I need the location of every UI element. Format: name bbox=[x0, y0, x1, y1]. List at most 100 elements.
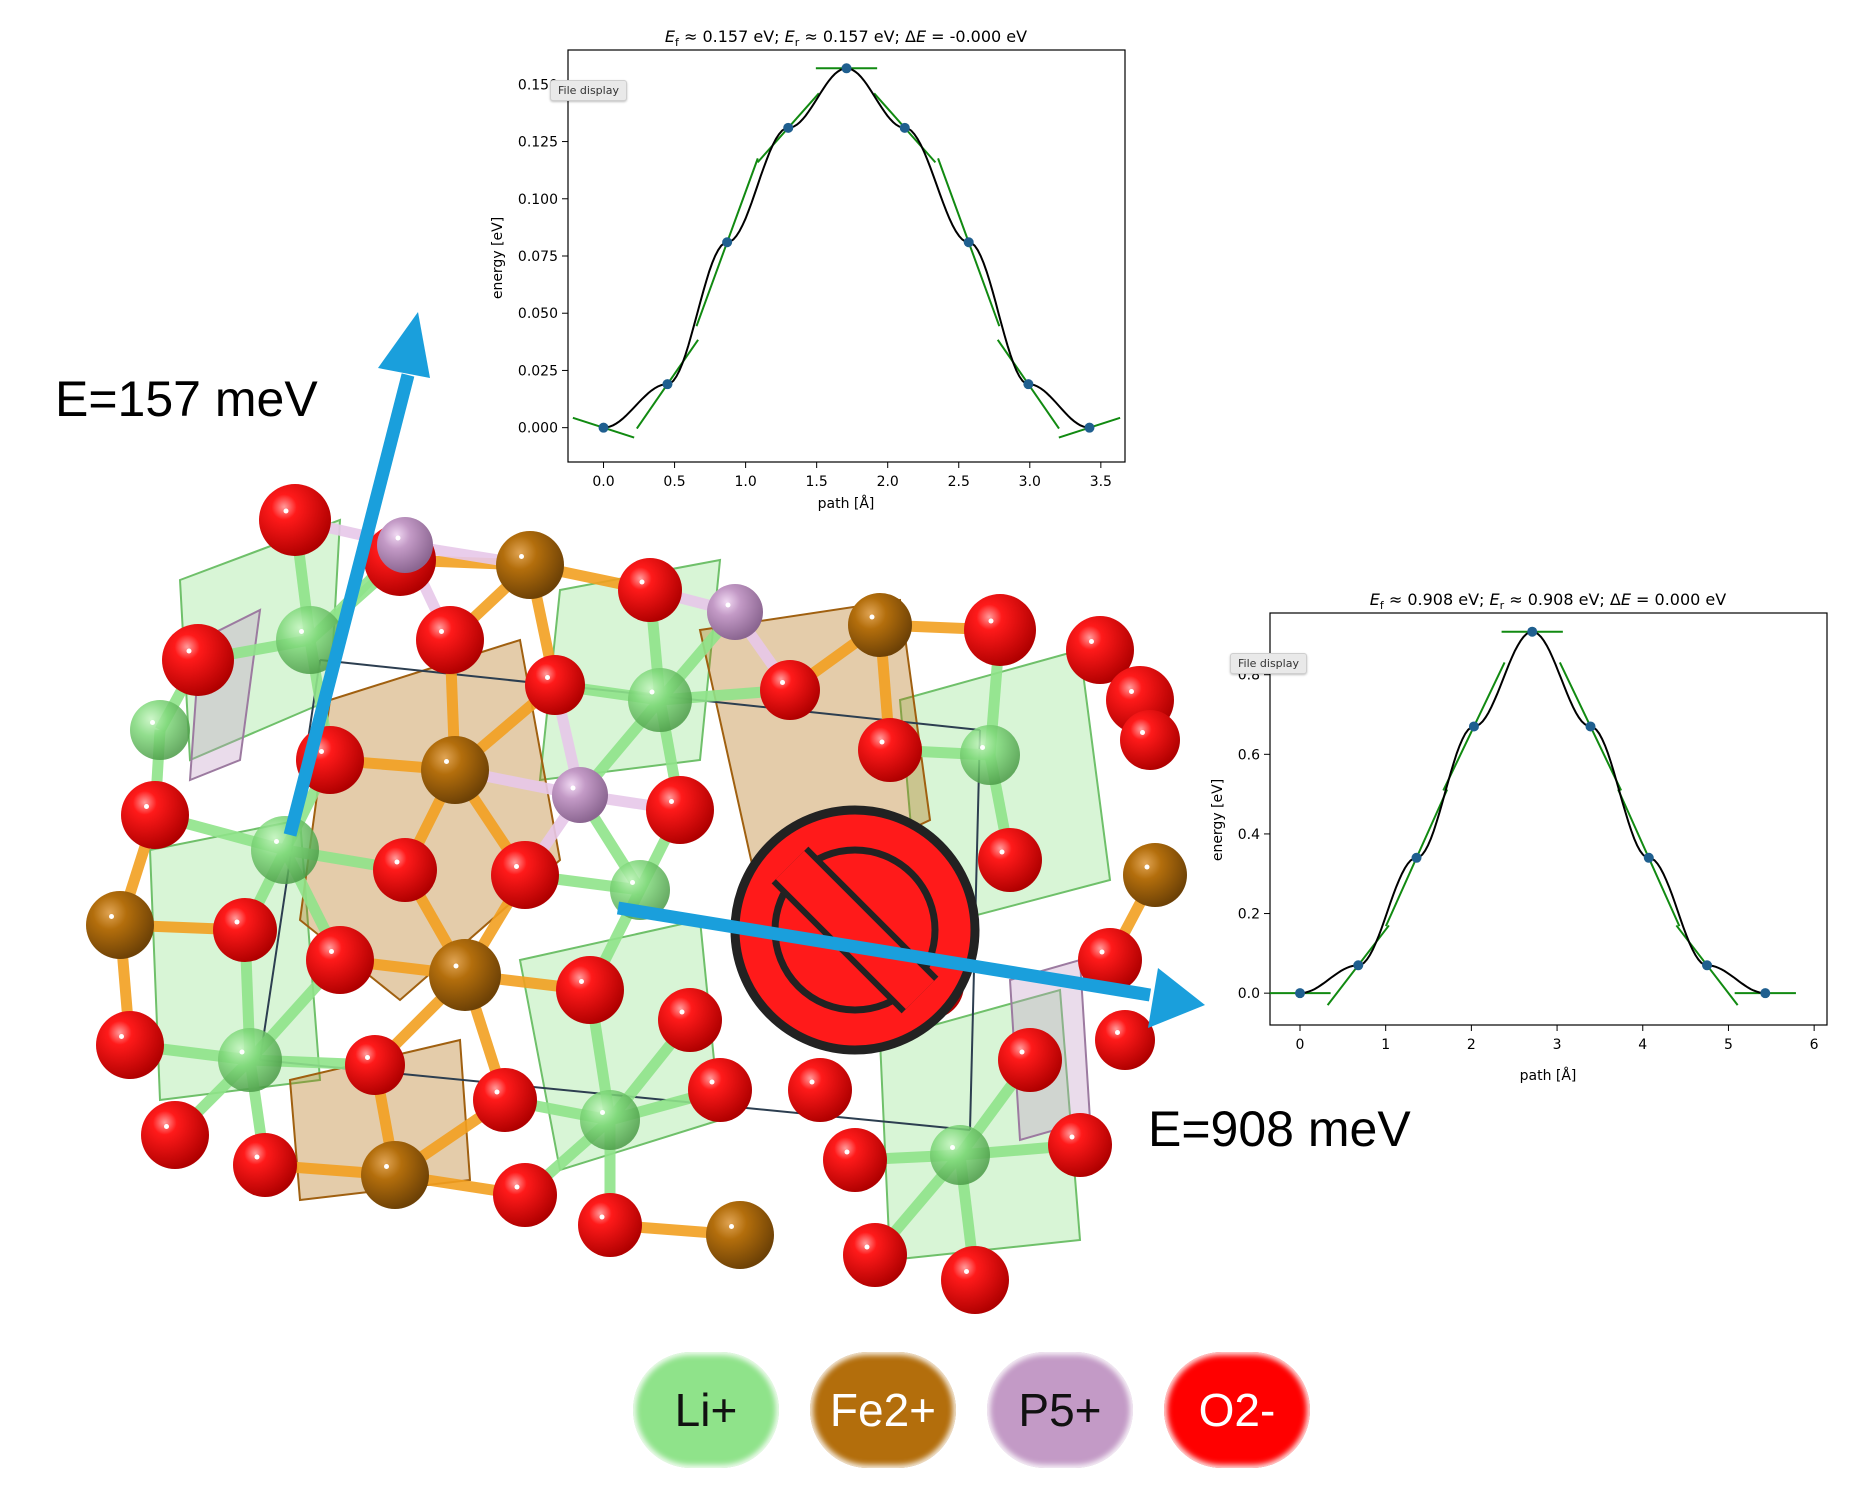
atom-highlight bbox=[864, 1244, 870, 1250]
y-tick-label: 0.050 bbox=[518, 306, 558, 322]
atom-o bbox=[96, 1011, 164, 1079]
data-point bbox=[1643, 852, 1654, 863]
legend-p-label: P5+ bbox=[1018, 1384, 1102, 1436]
prohibited-icon bbox=[730, 805, 980, 1055]
y-tick-label: 0.025 bbox=[518, 363, 558, 379]
atom-highlight bbox=[119, 1034, 124, 1039]
x-tick-label: 0.0 bbox=[592, 474, 614, 490]
data-point bbox=[841, 63, 852, 74]
file-display-tooltip-2[interactable]: File display bbox=[1230, 653, 1307, 674]
atom-li bbox=[930, 1125, 990, 1185]
atom-highlight bbox=[964, 1269, 969, 1274]
atom-o bbox=[416, 606, 484, 674]
atom-highlight bbox=[988, 618, 994, 624]
atom-o bbox=[823, 1128, 887, 1192]
atom-o bbox=[141, 1101, 209, 1169]
atom-o bbox=[658, 988, 722, 1052]
atom-highlight bbox=[239, 1049, 245, 1055]
x-tick-label: 6 bbox=[1810, 1037, 1819, 1053]
atom-o bbox=[760, 660, 820, 720]
atom-highlight bbox=[729, 1224, 734, 1229]
atom-highlight bbox=[234, 919, 240, 925]
atom-highlight bbox=[725, 602, 731, 608]
atom-highlight bbox=[254, 1154, 260, 1160]
atom-o bbox=[941, 1246, 1009, 1314]
atom-highlight bbox=[579, 979, 584, 984]
atom-highlight bbox=[519, 554, 524, 559]
atom-highlight bbox=[394, 859, 400, 865]
atom-highlight bbox=[384, 1164, 389, 1169]
atom-highlight bbox=[274, 839, 279, 844]
atom-o bbox=[788, 1058, 852, 1122]
atom-fe bbox=[706, 1201, 774, 1269]
atom-highlight bbox=[494, 1089, 500, 1095]
atom-o bbox=[646, 776, 714, 844]
atom-highlight bbox=[1099, 949, 1105, 955]
data-point bbox=[1084, 422, 1095, 433]
energy-barrier-chart-1: 0.0 0.5 1.0 1.5 2.0 2.5 3.0 3.5 0.000 0.025 0.050 0… bbox=[490, 27, 1126, 512]
atom-o bbox=[1120, 710, 1180, 770]
atom-highlight bbox=[570, 785, 576, 791]
atom-o bbox=[525, 655, 585, 715]
atom-o bbox=[162, 624, 234, 696]
data-point bbox=[1023, 379, 1034, 390]
atom-highlight bbox=[809, 1079, 815, 1085]
x-tick-label: 0.5 bbox=[663, 474, 685, 490]
atom-highlight bbox=[879, 739, 885, 745]
data-point bbox=[1702, 960, 1713, 971]
x-tick-label: 2 bbox=[1467, 1037, 1476, 1053]
chart-1-title: Ef ≈ 0.157 eV; Er ≈ 0.157 eV; ΔE = -0.00… bbox=[665, 27, 1027, 49]
chart-2-ylabel: energy [eV] bbox=[1210, 779, 1226, 861]
atom-o bbox=[473, 1068, 537, 1132]
legend-li: Li+ bbox=[633, 1352, 779, 1468]
atom-highlight bbox=[950, 1145, 955, 1150]
x-tick-label: 1.5 bbox=[806, 474, 828, 490]
atom-highlight bbox=[1115, 1030, 1120, 1035]
atom-highlight bbox=[444, 759, 449, 764]
atom-o bbox=[1095, 1010, 1155, 1070]
x-tick-label: 3.5 bbox=[1090, 474, 1112, 490]
atom-highlight bbox=[319, 749, 324, 754]
atom-o bbox=[998, 1028, 1062, 1092]
atom-highlight bbox=[514, 864, 519, 869]
atom-p bbox=[707, 584, 763, 640]
atom-o bbox=[618, 558, 682, 622]
atom-highlight bbox=[144, 804, 149, 809]
y-tick-label: 0.2 bbox=[1238, 907, 1260, 923]
atom-highlight bbox=[780, 680, 785, 685]
atom-highlight bbox=[999, 849, 1005, 855]
y-tick-label: 0.0 bbox=[1238, 986, 1260, 1002]
atoms bbox=[86, 484, 1187, 1314]
atom-highlight bbox=[453, 963, 459, 969]
data-point bbox=[899, 122, 910, 133]
data-point bbox=[598, 422, 609, 433]
data-point bbox=[1411, 852, 1422, 863]
atom-li bbox=[276, 606, 344, 674]
data-point bbox=[963, 237, 974, 248]
atom-o bbox=[493, 1163, 557, 1227]
crystal-structure-illustration bbox=[86, 484, 1187, 1314]
atom-fe bbox=[429, 939, 501, 1011]
x-tick-label: 4 bbox=[1638, 1037, 1647, 1053]
atom-highlight bbox=[186, 648, 192, 654]
atom-o bbox=[306, 926, 374, 994]
atom-highlight bbox=[109, 914, 114, 919]
atom-highlight bbox=[639, 579, 645, 585]
x-tick-label: 0 bbox=[1296, 1037, 1305, 1053]
y-tick-label: 0.4 bbox=[1238, 827, 1260, 843]
chart-2-xlabel: path [Å] bbox=[1520, 1067, 1577, 1084]
atom-o bbox=[213, 898, 277, 962]
chart-1-xlabel: path [Å] bbox=[818, 495, 875, 512]
atom-fe bbox=[361, 1141, 429, 1209]
x-tick-label: 2.0 bbox=[877, 474, 899, 490]
y-tick-label: 0.125 bbox=[518, 135, 558, 151]
atom-highlight bbox=[844, 1149, 850, 1155]
x-tick-label: 1.0 bbox=[734, 474, 756, 490]
atom-highlight bbox=[599, 1214, 605, 1220]
atom-highlight bbox=[669, 799, 674, 804]
data-point bbox=[722, 237, 733, 248]
atom-highlight bbox=[283, 508, 289, 514]
file-display-tooltip-1[interactable]: File display bbox=[550, 80, 627, 101]
atom-li bbox=[580, 1090, 640, 1150]
atom-li bbox=[251, 816, 319, 884]
